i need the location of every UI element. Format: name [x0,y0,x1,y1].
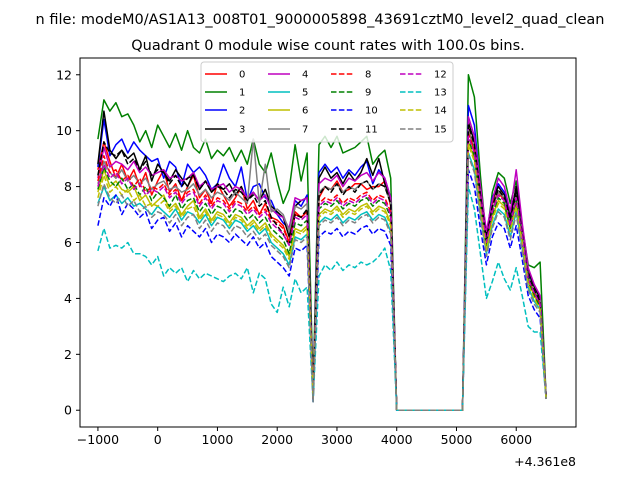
x-tick-label: 6000 [500,432,532,447]
legend-label-3: 3 [239,125,245,136]
legend-label-4: 4 [302,70,308,81]
x-tick-label: 0 [154,432,162,447]
x-tick-label: −1000 [77,432,119,447]
y-tick-label: 8 [64,179,72,194]
x-tick-label: 5000 [441,432,473,447]
legend-label-12: 12 [434,70,447,81]
legend-label-5: 5 [302,88,308,99]
series-line-2 [97,104,547,411]
legend-label-6: 6 [302,106,308,117]
legend-label-1: 1 [239,88,245,99]
series-line-12 [97,135,547,411]
y-tick-label: 6 [64,235,72,250]
y-tick-label: 10 [56,123,72,138]
series-line-3 [97,110,547,411]
legend-label-7: 7 [302,125,308,136]
series-line-9 [97,138,547,411]
y-tick-label: 12 [56,67,72,82]
legend-label-10: 10 [365,106,378,117]
legend-label-11: 11 [365,125,378,136]
series-line-4 [97,115,547,411]
x-axis: −1000 0 1000 2000 3000 4000 5000 6000 [77,427,532,447]
series-line-10 [97,169,547,411]
legend-label-14: 14 [434,106,447,117]
legend-label-15: 15 [434,125,447,136]
series-line-5 [97,152,547,411]
legend-label-8: 8 [365,70,371,81]
series-line-7 [97,129,547,411]
chart-title-line-1: n file: modeM0/AS1A13_008T01_9000005898_… [36,12,605,28]
x-tick-label: 4000 [381,432,413,447]
legend-label-13: 13 [434,88,447,99]
y-axis: 0 2 4 6 8 10 12 [56,67,80,418]
series-line-14 [97,143,547,411]
series-line-11 [97,124,547,411]
chart-title-line-2: Quadrant 0 module wise count rates with … [131,38,525,54]
legend-label-0: 0 [239,70,245,81]
x-tick-label: 2000 [261,432,293,447]
x-tick-label: 1000 [202,432,234,447]
legend-label-2: 2 [239,106,245,117]
legend-label-9: 9 [365,88,371,99]
x-tick-label: 3000 [321,432,353,447]
y-tick-label: 2 [64,347,72,362]
legend-box [200,61,454,143]
y-tick-label: 4 [64,291,72,306]
y-tick-label: 0 [64,403,72,418]
series-line-8 [97,132,547,411]
series-line-13 [97,185,547,411]
series-line-6 [97,141,547,411]
x-axis-offset-label: +4.361e8 [514,454,576,469]
series-line-15 [97,155,547,411]
